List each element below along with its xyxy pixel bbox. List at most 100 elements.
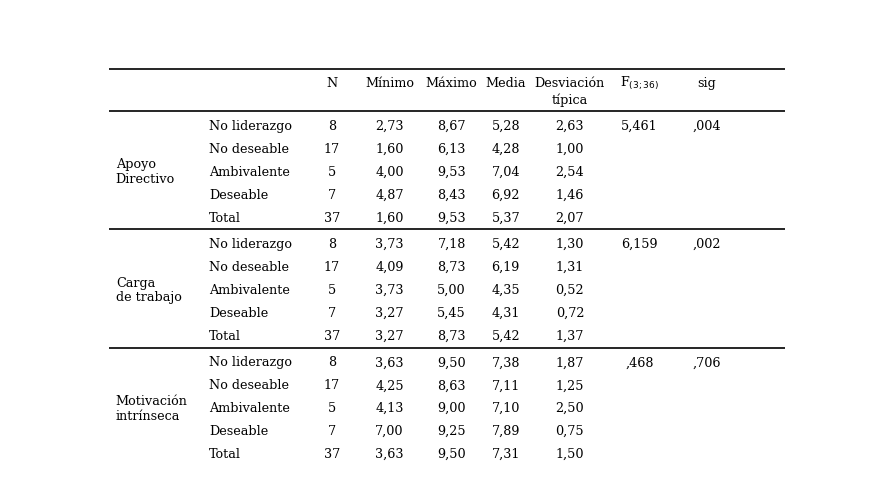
- Text: 0,75: 0,75: [555, 425, 584, 438]
- Text: 1,30: 1,30: [555, 238, 584, 251]
- Text: Ambivalente: Ambivalente: [209, 166, 290, 179]
- Text: 3,73: 3,73: [375, 284, 404, 297]
- Text: 8,73: 8,73: [438, 330, 466, 343]
- Text: 1,60: 1,60: [375, 143, 404, 156]
- Text: 8,63: 8,63: [438, 379, 466, 392]
- Text: 1,31: 1,31: [555, 261, 584, 274]
- Text: No liderazgo: No liderazgo: [209, 120, 292, 133]
- Text: Deseable: Deseable: [209, 425, 269, 438]
- Text: 9,50: 9,50: [438, 448, 466, 461]
- Text: 9,53: 9,53: [438, 166, 466, 179]
- Text: Motivación: Motivación: [116, 395, 187, 408]
- Text: Ambivalente: Ambivalente: [209, 284, 290, 297]
- Text: Deseable: Deseable: [209, 189, 269, 202]
- Text: 3,27: 3,27: [375, 307, 404, 320]
- Text: 4,09: 4,09: [375, 261, 404, 274]
- Text: 5,45: 5,45: [437, 307, 466, 320]
- Text: Ambivalente: Ambivalente: [209, 402, 290, 415]
- Text: 7: 7: [328, 189, 336, 202]
- Text: 7,89: 7,89: [492, 425, 520, 438]
- Text: 2,54: 2,54: [555, 166, 584, 179]
- Text: 4,00: 4,00: [375, 166, 404, 179]
- Text: Carga: Carga: [116, 276, 155, 289]
- Text: No deseable: No deseable: [209, 261, 289, 274]
- Text: 5: 5: [328, 166, 336, 179]
- Text: 4,13: 4,13: [375, 402, 404, 415]
- Text: Apoyo: Apoyo: [116, 158, 156, 171]
- Text: 37: 37: [324, 448, 340, 461]
- Text: 5,42: 5,42: [492, 238, 520, 251]
- Text: intrínseca: intrínseca: [116, 409, 181, 422]
- Text: 17: 17: [324, 143, 340, 156]
- Text: 1,25: 1,25: [555, 379, 584, 392]
- Text: Desviación: Desviación: [535, 77, 605, 90]
- Text: 8: 8: [328, 120, 336, 133]
- Text: Media: Media: [486, 77, 526, 90]
- Text: 3,63: 3,63: [375, 448, 404, 461]
- Text: 1,87: 1,87: [555, 356, 584, 370]
- Text: 4,35: 4,35: [492, 284, 520, 297]
- Text: 9,53: 9,53: [438, 212, 466, 225]
- Text: 7,04: 7,04: [492, 166, 520, 179]
- Text: 5,461: 5,461: [621, 120, 657, 133]
- Text: 5: 5: [328, 402, 336, 415]
- Text: ,468: ,468: [625, 356, 654, 370]
- Text: sig: sig: [698, 77, 717, 90]
- Text: 1,60: 1,60: [375, 212, 404, 225]
- Text: 7,38: 7,38: [492, 356, 520, 370]
- Text: No liderazgo: No liderazgo: [209, 238, 292, 251]
- Text: Total: Total: [209, 330, 241, 343]
- Text: 7,00: 7,00: [375, 425, 404, 438]
- Text: 5: 5: [328, 284, 336, 297]
- Text: 6,13: 6,13: [438, 143, 466, 156]
- Text: No liderazgo: No liderazgo: [209, 356, 292, 370]
- Text: 7,31: 7,31: [492, 448, 520, 461]
- Text: 0,72: 0,72: [555, 307, 584, 320]
- Text: 7,18: 7,18: [438, 238, 466, 251]
- Text: 2,73: 2,73: [375, 120, 404, 133]
- Text: 7,11: 7,11: [492, 379, 520, 392]
- Text: 5,42: 5,42: [492, 330, 520, 343]
- Text: 0,52: 0,52: [555, 284, 584, 297]
- Text: 2,50: 2,50: [555, 402, 584, 415]
- Text: No deseable: No deseable: [209, 379, 289, 392]
- Text: Directivo: Directivo: [116, 173, 175, 186]
- Text: 6,92: 6,92: [492, 189, 520, 202]
- Text: típica: típica: [552, 93, 588, 107]
- Text: ,706: ,706: [693, 356, 721, 370]
- Text: Deseable: Deseable: [209, 307, 269, 320]
- Text: 9,50: 9,50: [438, 356, 466, 370]
- Text: F$_{(3;36)}$: F$_{(3;36)}$: [620, 75, 659, 92]
- Text: ,004: ,004: [693, 120, 721, 133]
- Text: 4,25: 4,25: [375, 379, 404, 392]
- Text: Total: Total: [209, 212, 241, 225]
- Text: 7: 7: [328, 307, 336, 320]
- Text: 9,25: 9,25: [438, 425, 466, 438]
- Text: 6,159: 6,159: [621, 238, 657, 251]
- Text: 3,27: 3,27: [375, 330, 404, 343]
- Text: 8,73: 8,73: [438, 261, 466, 274]
- Text: 1,00: 1,00: [555, 143, 584, 156]
- Text: 8,67: 8,67: [438, 120, 466, 133]
- Text: Máximo: Máximo: [426, 77, 478, 90]
- Text: 1,37: 1,37: [555, 330, 584, 343]
- Text: 1,46: 1,46: [555, 189, 584, 202]
- Text: 17: 17: [324, 261, 340, 274]
- Text: 17: 17: [324, 379, 340, 392]
- Text: 8,43: 8,43: [438, 189, 466, 202]
- Text: 3,73: 3,73: [375, 238, 404, 251]
- Text: 4,28: 4,28: [492, 143, 520, 156]
- Text: 7: 7: [328, 425, 336, 438]
- Text: 6,19: 6,19: [492, 261, 520, 274]
- Text: N: N: [326, 77, 337, 90]
- Text: 7,10: 7,10: [492, 402, 520, 415]
- Text: 37: 37: [324, 330, 340, 343]
- Text: 4,87: 4,87: [375, 189, 404, 202]
- Text: 37: 37: [324, 212, 340, 225]
- Text: de trabajo: de trabajo: [116, 291, 181, 304]
- Text: 8: 8: [328, 238, 336, 251]
- Text: 2,63: 2,63: [555, 120, 584, 133]
- Text: 4,31: 4,31: [492, 307, 520, 320]
- Text: 5,00: 5,00: [438, 284, 466, 297]
- Text: 2,07: 2,07: [555, 212, 584, 225]
